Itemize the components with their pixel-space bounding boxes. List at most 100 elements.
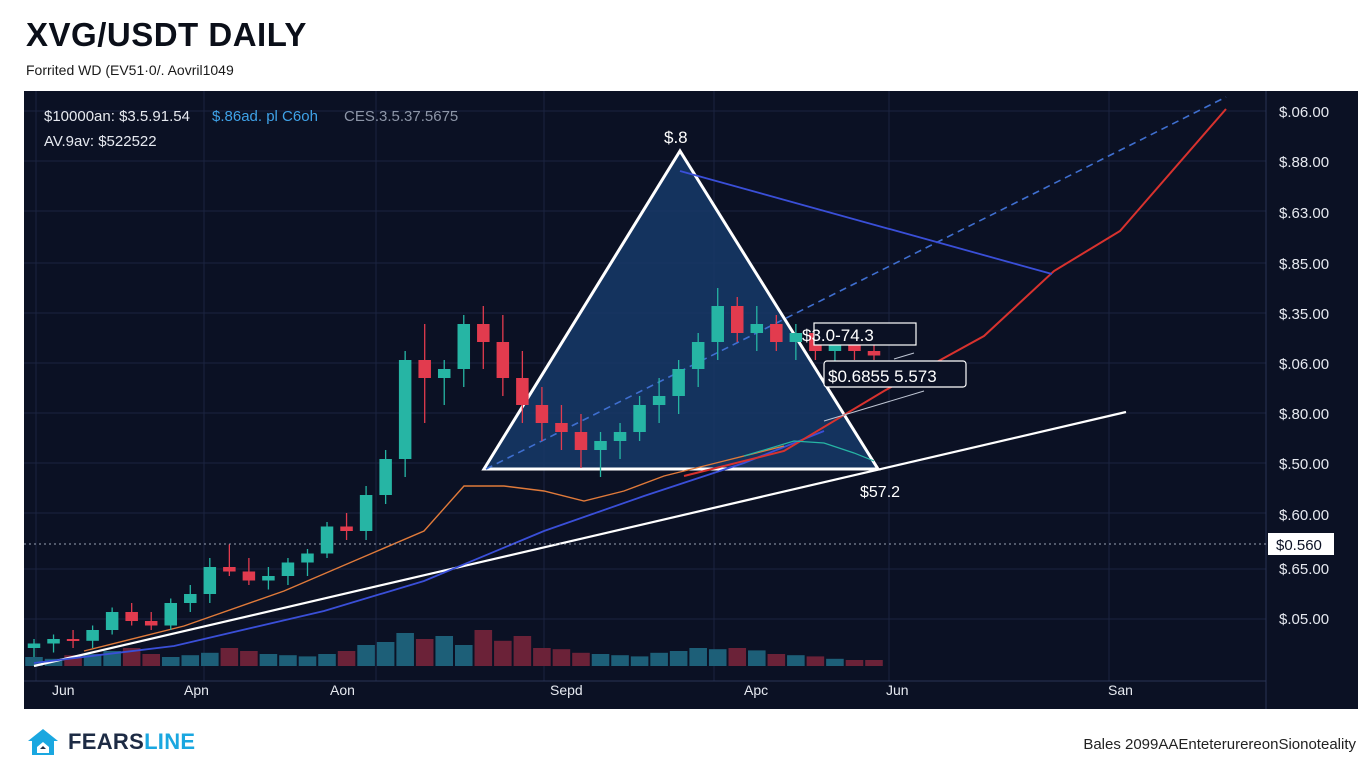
candle-body <box>398 360 412 459</box>
footer-note: Bales 2099AAEnteterurereonSionoteality <box>1083 736 1356 753</box>
candle-body <box>574 432 588 450</box>
volume-bar <box>767 654 786 666</box>
volume-bar <box>474 630 493 666</box>
volume-bar <box>591 654 610 666</box>
stats-overlay: $10000an: $3.5.91.54 $.86ad. pl C6oh CES… <box>44 108 458 150</box>
candle-body <box>828 342 842 351</box>
candle-body <box>633 405 646 432</box>
y-tick-label: $.63.00 <box>1279 205 1329 222</box>
volume-bar <box>650 652 668 666</box>
volume-bar <box>64 655 82 666</box>
y-tick-label: $.06.00 <box>1279 356 1329 373</box>
y-tick-label: $.60.00 <box>1279 507 1329 524</box>
candle-body <box>496 342 510 378</box>
volume-bar <box>533 648 551 666</box>
candle-body <box>47 639 60 644</box>
brand-logo[interactable]: FEARSLINE <box>26 726 195 758</box>
candle-body <box>613 432 627 441</box>
triangle-pattern <box>481 148 881 471</box>
candle-body <box>555 423 568 432</box>
chart-panel[interactable]: $.8 $3.0-74.3 $0.6855 5.573 $57.2 $10000… <box>24 91 1358 709</box>
candle-body <box>359 495 373 531</box>
volume-bar <box>630 656 649 666</box>
volume-bar <box>669 651 688 666</box>
current-price-badge <box>1268 533 1334 555</box>
candle-body <box>672 369 685 396</box>
candle-body <box>379 459 392 495</box>
y-tick-label: $.88.00 <box>1279 154 1329 171</box>
candle-body <box>516 378 529 405</box>
annotation-pointer-2 <box>893 352 915 360</box>
candle-body <box>731 306 744 333</box>
annotation-pointer <box>823 390 925 422</box>
dashed-projection-line <box>485 96 1227 470</box>
y-tick-label: $.65.00 <box>1279 561 1329 578</box>
chart-title: XVG/USDT DAILY <box>26 16 307 53</box>
x-tick-label: San <box>1108 682 1133 698</box>
candle-body <box>105 612 119 630</box>
volume-bar <box>415 639 434 666</box>
volume-bar <box>376 642 395 666</box>
x-tick-label: Aon <box>330 682 355 698</box>
candle-body <box>203 567 217 594</box>
candle-body <box>242 571 256 581</box>
annotations: $.8 $3.0-74.3 $0.6855 5.573 $57.2 <box>664 128 967 501</box>
apex-label: $.8 <box>664 128 688 147</box>
y-tick-label: $.85.00 <box>1279 256 1329 273</box>
volume-bar <box>201 652 219 666</box>
y-axis: $.06.00 $.88.00 $.63.00 $.85.00 $.35.00 $.06.… <box>1279 104 1329 628</box>
candle-body <box>867 351 881 356</box>
current-price-text: $0.560 <box>1276 537 1322 554</box>
volume-bar <box>142 654 160 666</box>
candle-body <box>281 562 295 576</box>
candle-body <box>711 306 724 342</box>
orange-moving-average <box>83 445 785 652</box>
teal-curve <box>743 440 875 462</box>
volume-bar <box>25 657 43 666</box>
blue-moving-average <box>33 430 825 664</box>
current-price-tag: $0.560 <box>1268 533 1334 555</box>
volume-bar <box>865 660 883 666</box>
y-tick-label: $.05.00 <box>1279 611 1329 628</box>
volume-bar <box>572 652 590 666</box>
candle-body <box>27 643 41 648</box>
triangle-pattern-shape <box>481 148 881 471</box>
stats-line1-a: $10000an: $3.5.91.54 <box>44 108 190 125</box>
volume-bar <box>181 655 200 666</box>
volume-bar <box>435 636 454 666</box>
candle-body <box>750 324 764 333</box>
volume-bar <box>161 657 180 666</box>
volume-bar <box>806 656 825 666</box>
candle-body <box>223 567 236 572</box>
x-tick-label: Sepd <box>550 682 583 698</box>
annotation-box-2 <box>823 360 967 388</box>
brand-name: FEARSLINE <box>68 729 196 754</box>
x-tick-label: Jun <box>886 682 909 698</box>
x-tick-label: Apc <box>744 682 768 698</box>
volume-bar <box>298 656 317 666</box>
annotation-box-1-text: $3.0-74.3 <box>802 326 874 345</box>
chart-subtitle: Forrited WD (EV51·0/. Aovril1049 <box>26 62 234 78</box>
trend-lines <box>24 96 1266 668</box>
candle-body <box>789 333 803 342</box>
volume-bar <box>454 645 473 666</box>
volume-bar <box>357 645 375 666</box>
candlesticks <box>27 288 881 657</box>
volume-bar <box>220 648 239 666</box>
volume-bar <box>240 651 258 666</box>
candle-body <box>86 630 99 641</box>
candle-body <box>301 553 314 563</box>
price-chart[interactable]: $.8 $3.0-74.3 $0.6855 5.573 $57.2 $10000… <box>24 91 1358 709</box>
candle-body <box>184 594 197 603</box>
stats-line1-c: CES.3.5.37.5675 <box>344 108 458 125</box>
candle-body <box>320 526 334 554</box>
candle-body <box>262 576 275 581</box>
candle-body <box>457 324 471 369</box>
candle-body <box>144 621 158 626</box>
volume-bar <box>728 648 747 666</box>
y-tick-label: $.80.00 <box>1279 406 1329 423</box>
volume-bar <box>396 633 414 666</box>
volume-bar <box>337 651 356 666</box>
descending-blue-line <box>679 170 1053 275</box>
volume-bar <box>689 648 707 666</box>
